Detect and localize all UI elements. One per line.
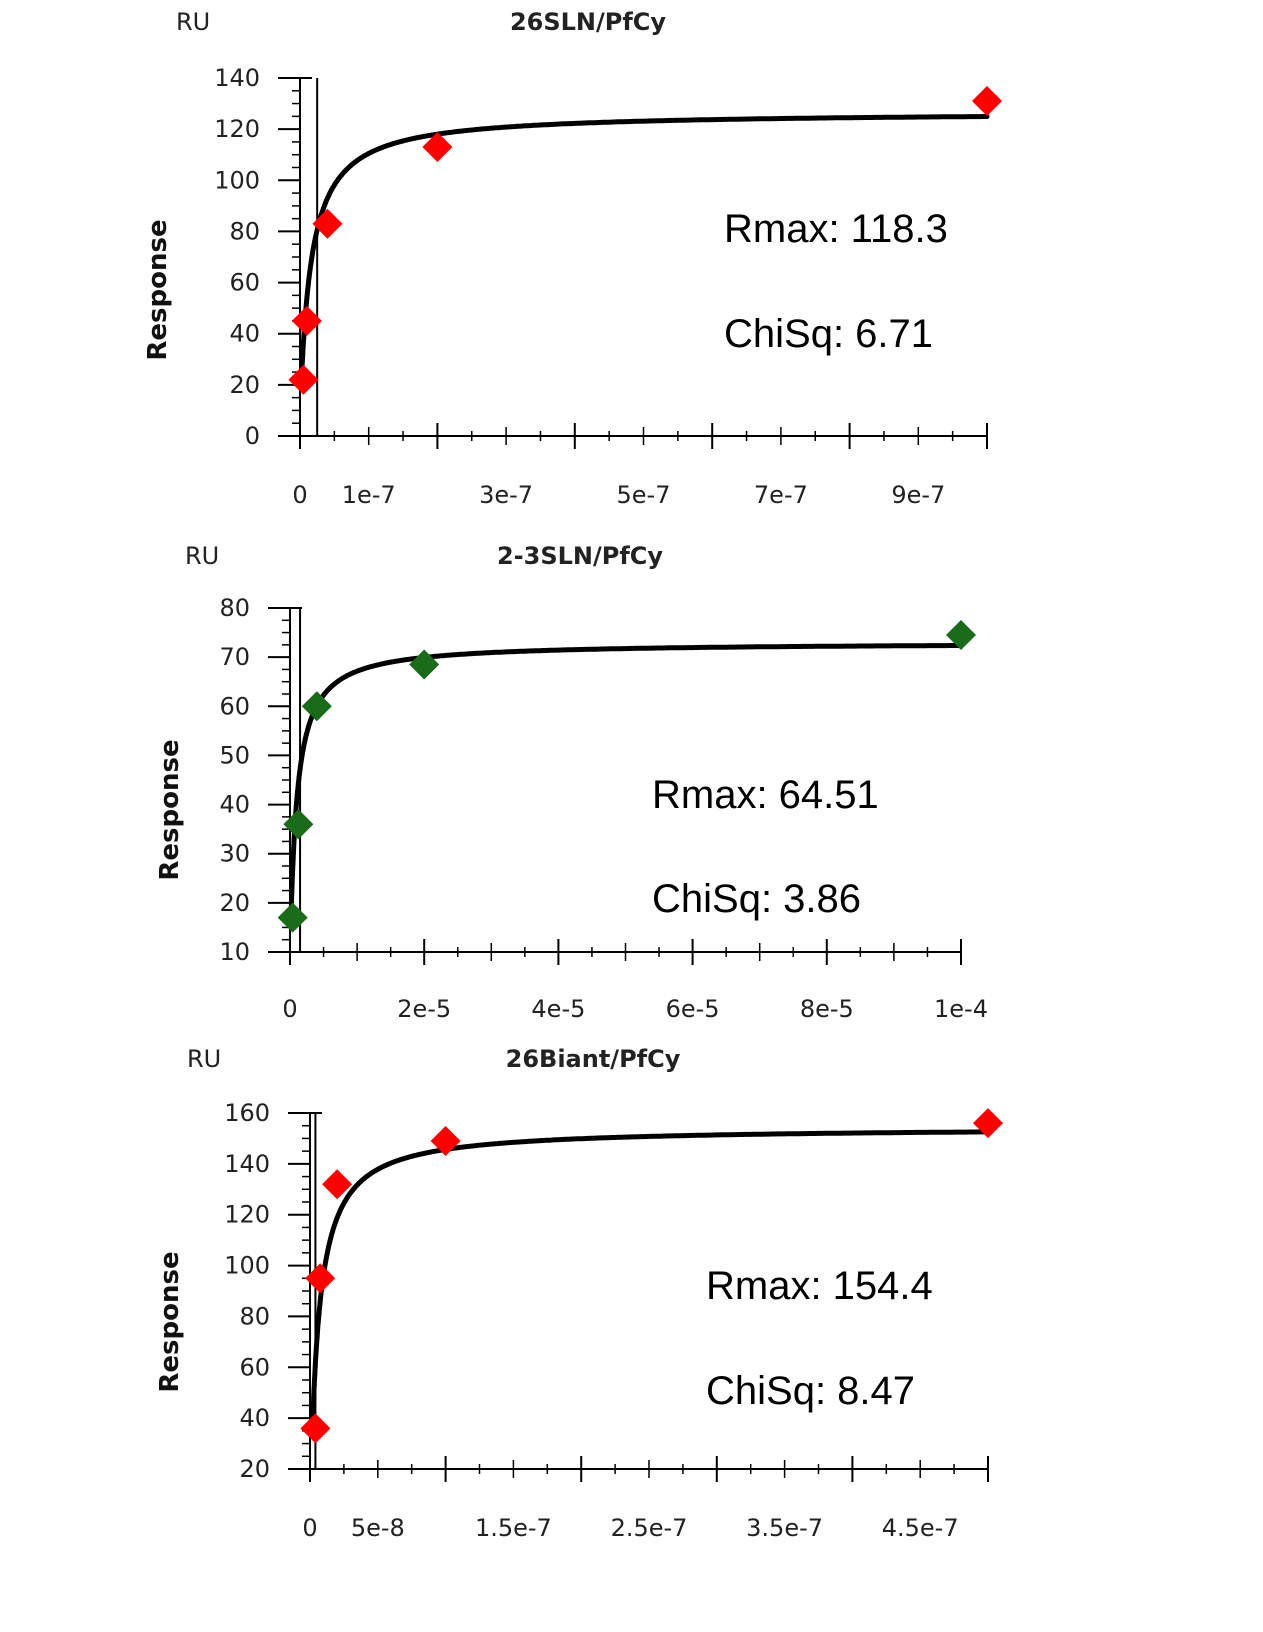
chart-2: RU 2-3SLN/PfCy Response 10 20 30 40 50 60 70 80 0 2e… [155, 542, 988, 1023]
chart-title: 26SLN/PfCy [510, 8, 666, 36]
data-point [409, 649, 440, 680]
y-tick-label: 60 [219, 692, 250, 720]
data-point [291, 305, 322, 336]
data-point [973, 1108, 1003, 1139]
x-tick-label: 3.5e-7 [746, 1514, 823, 1542]
x-tick-label: 5e-7 [617, 481, 671, 509]
x-tick-label: 2e-5 [397, 995, 451, 1023]
x-tick-label: 3e-7 [479, 481, 533, 509]
y-axis-title: Response [143, 219, 173, 360]
fit-curve [299, 114, 990, 376]
x-tick-label: 2.5e-7 [611, 1514, 688, 1542]
x-tick-label: 0 [302, 1514, 317, 1542]
y-tick-label: 60 [239, 1353, 270, 1381]
y-tick-label: 120 [224, 1201, 270, 1229]
y-tick-label: 70 [219, 643, 250, 671]
unit-label: RU [185, 542, 219, 570]
y-tick-label: 10 [219, 938, 250, 966]
y-tick-label: 120 [214, 115, 260, 143]
y-tick-label: 140 [224, 1150, 270, 1178]
x-tick-label: 8e-5 [800, 995, 854, 1023]
data-point [972, 86, 1002, 117]
data-point [288, 364, 319, 395]
data-point [305, 1263, 336, 1294]
y-tick-label: 100 [214, 166, 260, 194]
x-tick-label: 1.5e-7 [475, 1514, 552, 1542]
y-tick-label: 30 [219, 840, 250, 868]
y-tick-label: 50 [219, 741, 250, 769]
rmax-value: Rmax: 154.4 [706, 1264, 933, 1308]
x-tick-label: 0 [282, 995, 297, 1023]
chart-title: 26Biant/PfCy [506, 1045, 681, 1073]
y-tick-label: 40 [239, 1404, 270, 1432]
y-tick-label: 40 [219, 791, 250, 819]
data-point [301, 691, 332, 722]
y-tick-label: 100 [224, 1252, 270, 1280]
x-tick-label: 7e-7 [754, 481, 808, 509]
data-point [430, 1125, 461, 1156]
data-point [277, 902, 308, 933]
y-tick-label: 160 [224, 1099, 270, 1127]
data-point [312, 208, 343, 239]
y-axis-title: Response [155, 739, 185, 880]
x-tick-label: 0 [292, 481, 307, 509]
y-axis-title: Response [155, 1251, 185, 1392]
chart-3: RU 26Biant/PfCy Response 20 40 60 80 100 120 140 1… [155, 1045, 1003, 1542]
y-tick-label: 80 [229, 217, 260, 245]
y-tick-label: 20 [239, 1455, 270, 1483]
chart-title: 2-3SLN/PfCy [497, 542, 663, 570]
x-tick-label: 4e-5 [531, 995, 585, 1023]
chisq-value: ChiSq: 8.47 [706, 1369, 915, 1413]
unit-label: RU [187, 1045, 221, 1073]
chart-1: RU 26SLN/PfCy Response 0 20 40 60 80 100 120 140 0 1… [143, 8, 1002, 509]
x-tick-label: 6e-5 [666, 995, 720, 1023]
x-tick-label: 4.5e-7 [882, 1514, 959, 1542]
data-point [283, 809, 314, 840]
data-point [322, 1169, 353, 1200]
y-tick-label: 80 [239, 1302, 270, 1330]
y-tick-label: 140 [214, 64, 260, 92]
y-tick-label: 60 [229, 269, 260, 297]
y-tick-label: 0 [245, 422, 260, 450]
y-tick-label: 20 [229, 371, 260, 399]
y-tick-label: 80 [219, 594, 250, 622]
fit-curve [310, 1129, 991, 1425]
rmax-value: Rmax: 118.3 [724, 207, 948, 251]
x-tick-label: 1e-7 [342, 481, 396, 509]
rmax-value: Rmax: 64.51 [652, 773, 879, 817]
x-tick-label: 5e-8 [351, 1514, 405, 1542]
x-tick-label: 1e-4 [934, 995, 988, 1023]
y-tick-label: 20 [219, 889, 250, 917]
y-tick-label: 40 [229, 320, 260, 348]
chisq-value: ChiSq: 3.86 [652, 877, 861, 921]
unit-label: RU [176, 8, 210, 36]
chisq-value: ChiSq: 6.71 [724, 312, 933, 356]
x-tick-label: 9e-7 [891, 481, 945, 509]
data-point [422, 132, 453, 163]
data-point [300, 1413, 331, 1444]
data-point [946, 620, 976, 651]
